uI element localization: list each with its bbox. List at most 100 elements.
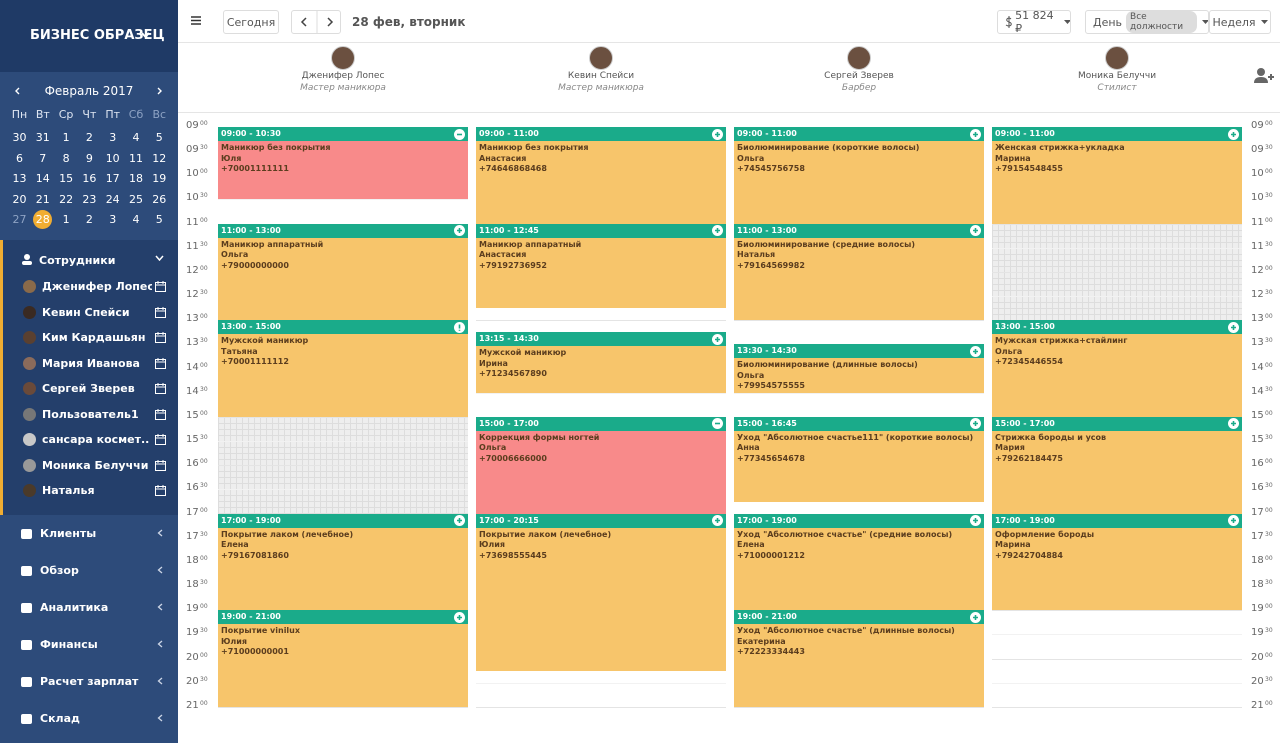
calendar-day[interactable]: 25 xyxy=(129,192,143,206)
staff-name[interactable]: сансара космет.. xyxy=(42,433,150,446)
staff-name[interactable]: Моника Белуччи xyxy=(42,458,149,472)
calendar-icon[interactable] xyxy=(155,357,166,369)
appointment[interactable]: 15:00 - 17:00 Стрижка бороды и усов Мария +… xyxy=(992,416,1242,514)
calendar-day[interactable]: 28 xyxy=(33,210,53,230)
calendar-day[interactable]: 17 xyxy=(105,172,120,186)
staff-name[interactable]: Пользователь1 xyxy=(42,407,139,421)
status-icon[interactable] xyxy=(712,515,723,527)
status-icon[interactable] xyxy=(970,611,981,623)
calendar-icon[interactable] xyxy=(155,306,166,318)
menu-item[interactable]: Расчет зарплат xyxy=(40,675,139,688)
status-icon[interactable] xyxy=(970,225,981,237)
status-icon[interactable] xyxy=(454,515,465,527)
appointment[interactable]: 09:00 - 11:00 Женская стрижка+укладка Мари… xyxy=(992,127,1242,224)
calendar-day[interactable]: 1 xyxy=(62,213,70,227)
add-staff[interactable] xyxy=(1254,68,1274,84)
appointment[interactable]: 19:00 - 21:00 Покрытие vinilux Юлия +710000… xyxy=(218,610,468,707)
appointment[interactable]: 17:00 - 19:00 Оформление бороды Марина +792… xyxy=(992,513,1242,611)
status-icon[interactable] xyxy=(970,128,981,140)
staff-name[interactable]: Мария Иванова xyxy=(42,356,140,370)
status-icon[interactable] xyxy=(1228,128,1239,140)
calendar-nav[interactable] xyxy=(14,87,164,95)
calendar-day[interactable]: 12 xyxy=(152,151,167,165)
status-icon[interactable] xyxy=(454,611,465,623)
appointment[interactable]: 17:00 - 20:15 Покрытие лаком (лечебное) Юл… xyxy=(476,513,726,671)
calendar-day[interactable]: 11 xyxy=(129,151,143,165)
appointment[interactable]: 13:15 - 14:30 Мужской маникюр Ирина +712345… xyxy=(476,332,726,393)
calendar-day[interactable]: 13 xyxy=(12,172,27,186)
appointment[interactable]: 15:00 - 17:00 Коррекция формы ногтей Ольга… xyxy=(476,416,726,514)
staff-name[interactable]: Наталья xyxy=(42,484,95,497)
calendar-day[interactable]: 18 xyxy=(129,172,143,186)
calendar-day[interactable]: 4 xyxy=(132,131,140,144)
nav-buttons[interactable] xyxy=(291,10,341,34)
status-icon[interactable] xyxy=(454,128,465,140)
calendar-day[interactable]: 2 xyxy=(85,213,93,227)
brand[interactable]: БИЗНЕС ОБРАЗЕЦ xyxy=(30,28,165,43)
status-icon[interactable] xyxy=(712,225,723,237)
status-icon[interactable] xyxy=(970,418,981,430)
status-icon[interactable] xyxy=(712,333,723,345)
calendar-day[interactable]: 24 xyxy=(105,192,120,206)
calendar-day[interactable]: 3 xyxy=(109,213,117,227)
status-icon[interactable] xyxy=(712,128,723,140)
calendar-icon[interactable] xyxy=(155,485,166,496)
calendar-day[interactable]: 27 xyxy=(12,213,27,227)
calendar-day[interactable]: 14 xyxy=(35,172,50,186)
appointment[interactable]: 11:00 - 13:00 Биолюминирование (средние в… xyxy=(734,223,984,321)
calendar-day[interactable]: 21 xyxy=(35,192,50,206)
status-icon[interactable] xyxy=(970,345,981,357)
calendar-day[interactable]: 23 xyxy=(82,192,97,206)
menu-item[interactable]: Клиенты xyxy=(40,527,97,540)
menu-item[interactable]: Склад xyxy=(40,712,80,725)
appointment[interactable]: 15:00 - 16:45 Уход "Абсолютное счастье111… xyxy=(734,416,984,502)
status-icon[interactable] xyxy=(454,225,465,237)
calendar-day[interactable]: 26 xyxy=(152,192,167,206)
menu-item[interactable]: Финансы xyxy=(40,638,98,651)
calendar-day[interactable]: 7 xyxy=(39,151,47,165)
today-button[interactable]: Сегодня xyxy=(223,10,279,34)
calendar-icon[interactable] xyxy=(155,281,166,292)
status-icon[interactable] xyxy=(712,418,723,430)
appointment[interactable]: 09:00 - 10:30 Маникюр без покрытия Юля +700… xyxy=(218,127,468,200)
calendar-icon[interactable] xyxy=(155,459,166,471)
calendar-day[interactable]: 20 xyxy=(12,192,27,206)
staff-title[interactable]: Сотрудники xyxy=(39,254,116,267)
appointment[interactable]: 19:00 - 21:00 Уход "Абсолютное счастье" (… xyxy=(734,610,984,707)
menu-item[interactable]: Обзор xyxy=(40,564,79,577)
menu-toggle[interactable] xyxy=(191,16,201,25)
calendar-day[interactable]: 1 xyxy=(62,131,70,144)
appointment[interactable]: 11:00 - 12:45 Маникюр аппаратный Анастасия… xyxy=(476,223,726,309)
status-icon[interactable] xyxy=(1228,321,1239,333)
calendar-day[interactable]: 31 xyxy=(35,131,50,144)
calendar-day[interactable]: 10 xyxy=(105,151,120,165)
status-icon[interactable] xyxy=(1228,515,1239,527)
status-icon[interactable] xyxy=(1228,418,1239,430)
calendar-day[interactable]: 8 xyxy=(62,151,70,165)
appointment[interactable]: 17:00 - 19:00 Уход "Абсолютное счастье" (… xyxy=(734,513,984,611)
calendar-day[interactable]: 5 xyxy=(155,131,163,144)
calendar-day[interactable]: 15 xyxy=(59,172,74,186)
calendar-day[interactable]: 19 xyxy=(152,172,167,186)
calendar-icon[interactable] xyxy=(155,332,166,343)
calendar-day[interactable]: 2 xyxy=(85,131,93,144)
calendar-day[interactable]: 30 xyxy=(12,131,27,144)
menu-item[interactable]: Аналитика xyxy=(40,601,109,614)
appointment[interactable]: 13:30 - 14:30 Биолюминирование (длинные в… xyxy=(734,344,984,393)
calendar-day[interactable]: 5 xyxy=(155,213,163,227)
calendar-day[interactable]: 4 xyxy=(132,213,140,227)
week-select[interactable]: Неделя xyxy=(1209,10,1271,34)
appointment[interactable]: 09:00 - 11:00 Биолюминирование (короткие … xyxy=(734,127,984,224)
calendar-day[interactable]: 6 xyxy=(16,151,23,165)
status-icon[interactable] xyxy=(454,321,465,333)
calendar-icon[interactable] xyxy=(155,408,166,420)
appointment[interactable]: 17:00 - 19:00 Покрытие лаком (лечебное) Ел… xyxy=(218,513,468,611)
appointment[interactable]: 13:00 - 15:00 Мужская стрижка+стайлинг Оль… xyxy=(992,320,1242,417)
status-icon[interactable] xyxy=(970,515,981,527)
calendar-day[interactable]: 3 xyxy=(109,131,117,144)
day-select[interactable]: День Все должности xyxy=(1085,10,1209,34)
calendar-icon[interactable] xyxy=(155,383,166,394)
calendar-icon[interactable] xyxy=(155,434,166,445)
staff-name[interactable]: Сергей Зверев xyxy=(42,382,135,395)
calendar-day[interactable]: 16 xyxy=(82,172,97,186)
